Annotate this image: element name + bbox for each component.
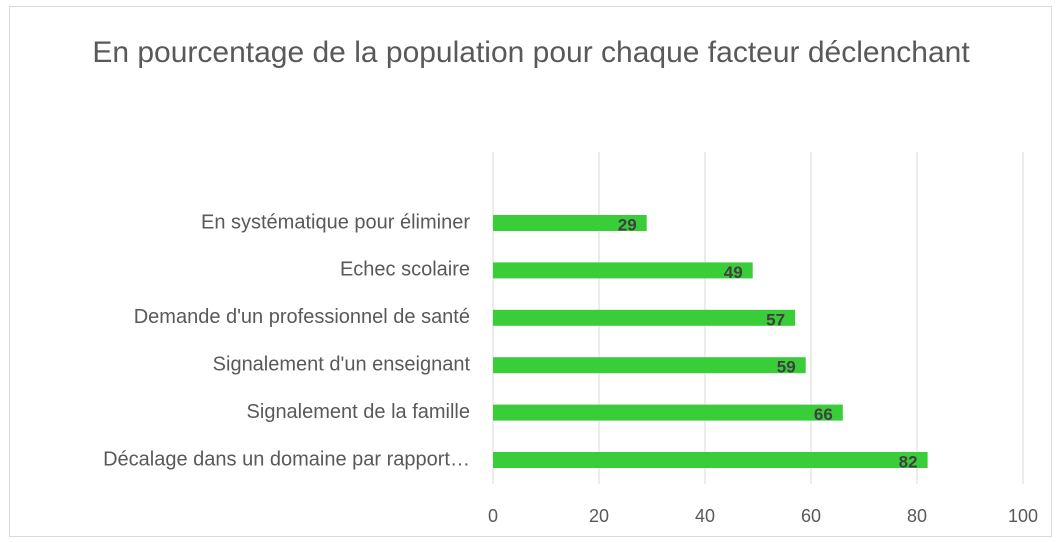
bar <box>493 452 928 468</box>
chart-title: En pourcentage de la population pour cha… <box>92 36 970 69</box>
data-label: 49 <box>724 263 743 282</box>
data-label: 57 <box>766 310 785 329</box>
y-tick-label: Décalage dans un domaine par rapport… <box>103 448 470 470</box>
x-tick-label: 60 <box>801 506 821 526</box>
x-tick-label: 100 <box>1008 506 1038 526</box>
data-label: 66 <box>814 405 833 424</box>
bar <box>493 309 796 326</box>
bar <box>493 262 753 279</box>
data-label: 59 <box>777 358 796 377</box>
y-tick-label: Echec scolaire <box>340 259 470 281</box>
x-tick-label: 80 <box>907 506 927 526</box>
bar <box>493 215 647 231</box>
data-label: 82 <box>899 452 918 471</box>
y-tick-label: Signalement d'un enseignant <box>213 353 471 375</box>
bar <box>493 357 806 374</box>
y-tick-label: Demande d'un professionnel de santé <box>134 306 470 328</box>
data-label: 29 <box>618 215 637 234</box>
x-tick-label: 20 <box>589 506 609 526</box>
y-tick-label: Signalement de la famille <box>247 401 470 423</box>
x-tick-label: 0 <box>488 506 498 526</box>
bar <box>493 404 843 421</box>
y-tick-label: En systématique pour éliminer <box>201 211 470 233</box>
x-tick-label: 40 <box>695 506 715 526</box>
